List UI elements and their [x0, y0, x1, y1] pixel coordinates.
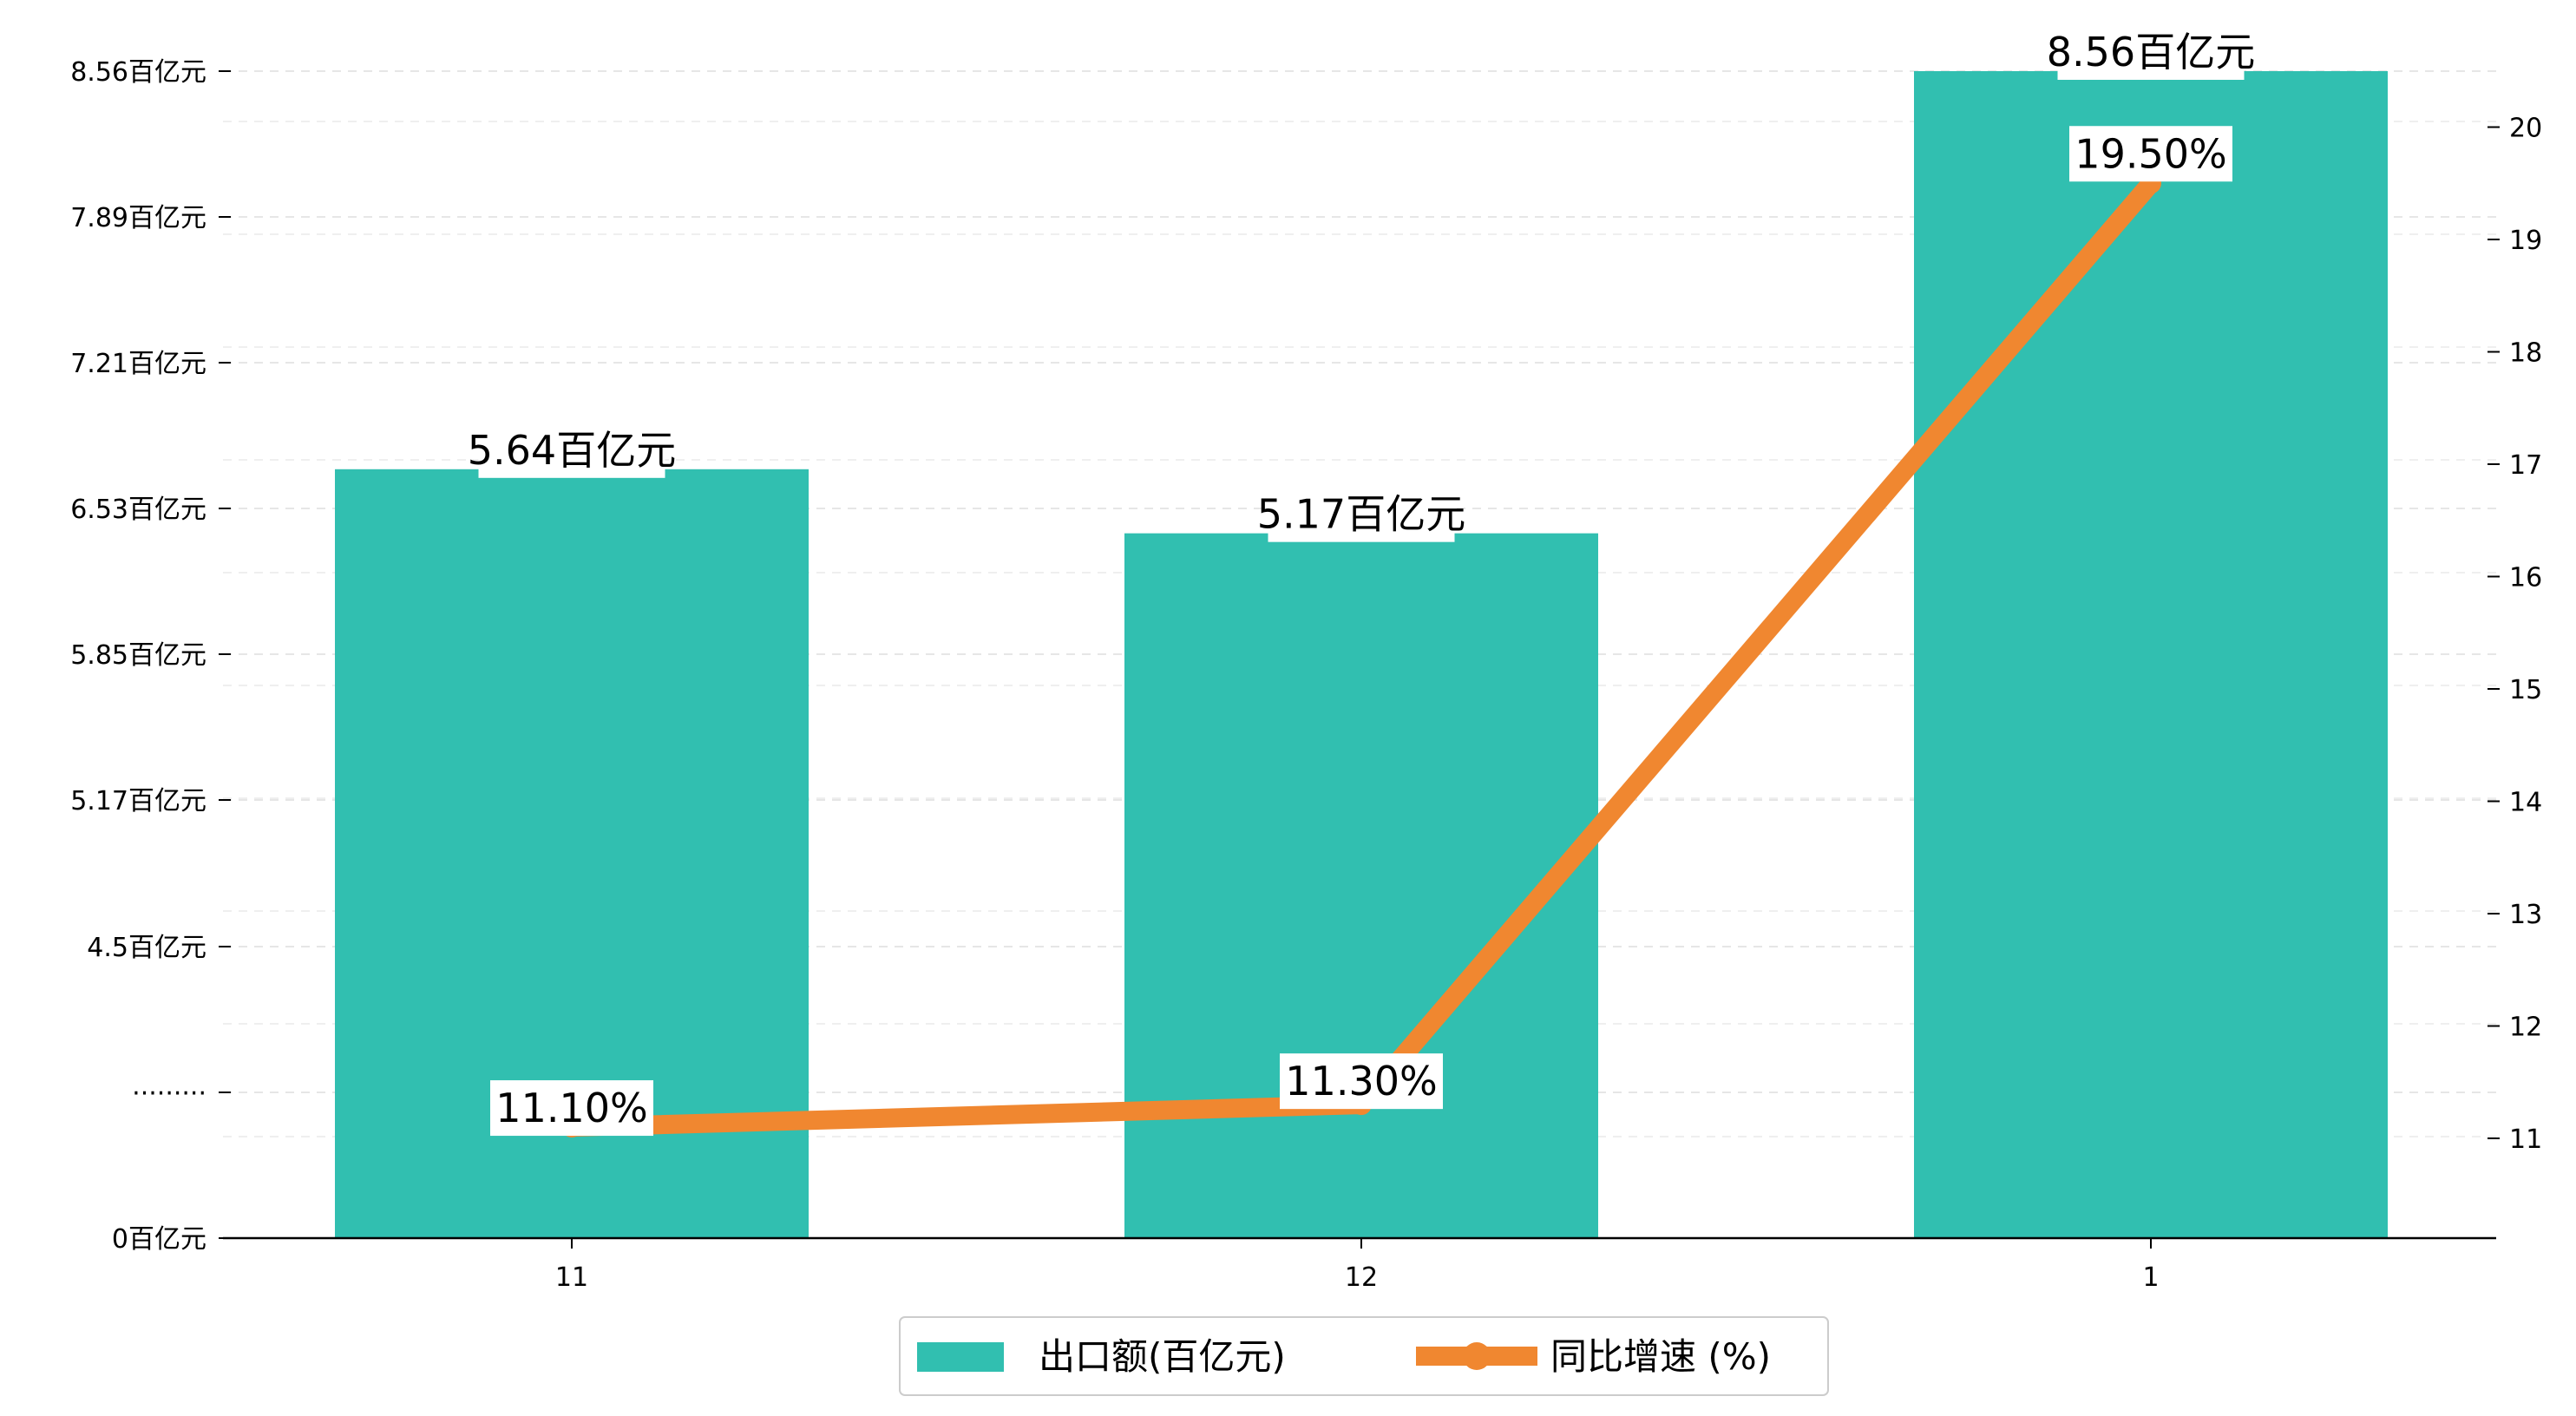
right-axis-tick-label: 14 — [2509, 788, 2542, 818]
bar-value-label-text: 5.64百亿元 — [468, 427, 676, 474]
bar-value-label: 5.17百亿元 — [1257, 486, 1465, 542]
right-axis-tick-label: 17 — [2509, 450, 2542, 481]
legend-label-line: 同比增速 (%) — [1550, 1335, 1771, 1378]
bar-series — [335, 71, 2388, 1238]
bar-value-label: 5.64百亿元 — [468, 422, 676, 478]
right-axis-tick-label: 20 — [2509, 114, 2542, 144]
left-axis-tick-label: 7.21百亿元 — [70, 349, 206, 379]
right-axis-tick-label: 11 — [2509, 1124, 2542, 1155]
x-axis-tick-label: 12 — [1345, 1262, 1378, 1293]
left-axis-tick-label: 5.85百亿元 — [70, 640, 206, 671]
line-value-label-box — [1280, 1053, 1443, 1110]
left-axis-tick-label: 8.56百亿元 — [70, 57, 206, 88]
bar-value-label-box — [1268, 486, 1455, 542]
right-axis-tick-label: 13 — [2509, 900, 2542, 930]
left-axis-tick-label: 0百亿元 — [112, 1224, 206, 1255]
left-axis-tick-label: ········· — [132, 1078, 206, 1109]
bar-value-label: 8.56百亿元 — [2047, 24, 2255, 80]
bar-value-label-box — [478, 422, 665, 478]
line-value-label-text: 19.50% — [2075, 130, 2226, 177]
line-value-label: 11.30% — [1280, 1053, 1443, 1110]
line-value-label-box — [2069, 126, 2232, 182]
axes: 0百亿元 ········· 4.5百亿元 5.17百亿元 5.85百亿元 6.53百亿元… — [70, 57, 2542, 1293]
left-axis-tick-label: 5.17百亿元 — [70, 786, 206, 816]
line-value-label: 19.50% — [2069, 126, 2232, 182]
bar-value-label-text: 8.56百亿元 — [2047, 29, 2255, 75]
line-value-label-text: 11.30% — [1285, 1058, 1437, 1105]
right-axis-tick-label: 15 — [2509, 675, 2542, 705]
left-axis-tick-label: 4.5百亿元 — [87, 933, 206, 963]
line-value-label-text: 11.10% — [495, 1085, 647, 1131]
bar — [1124, 533, 1598, 1238]
data-labels: 5.64百亿元 5.17百亿元 8.56百亿元 11.10% 11.30% 19.50% — [468, 24, 2255, 1137]
legend-swatch-bar — [917, 1342, 1004, 1372]
bar — [1914, 71, 2388, 1238]
left-axis-tick-label: 6.53百亿元 — [70, 495, 206, 525]
line-value-label: 11.10% — [490, 1080, 653, 1137]
right-axis-tick-label: 16 — [2509, 563, 2542, 593]
legend-label-bar: 出口额(百亿元) — [1039, 1335, 1286, 1378]
legend-swatch-marker — [1463, 1342, 1491, 1370]
line-value-label-box — [490, 1080, 653, 1137]
left-axis-tick-label: 7.89百亿元 — [70, 203, 206, 233]
right-axis-tick-label: 19 — [2509, 226, 2542, 256]
x-axis-tick-label: 11 — [555, 1262, 588, 1293]
bar-value-label-box — [2057, 24, 2245, 80]
legend-frame — [899, 1316, 1829, 1396]
legend[interactable]: 出口额(百亿元) 同比增速 (%) — [899, 1316, 1829, 1396]
x-axis-tick-label: 1 — [2142, 1262, 2159, 1293]
bar-value-label-text: 5.17百亿元 — [1257, 491, 1465, 538]
right-axis-tick-label: 12 — [2509, 1013, 2542, 1043]
right-axis-tick-label: 18 — [2509, 338, 2542, 369]
